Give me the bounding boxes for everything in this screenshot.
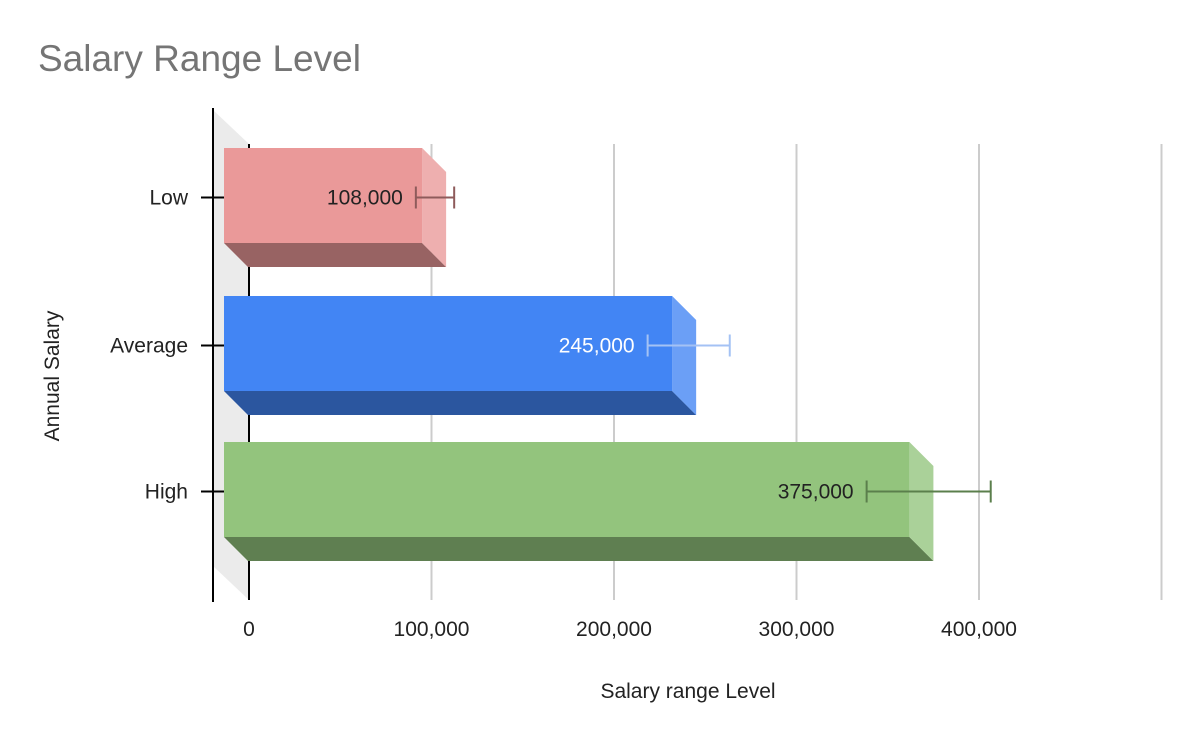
data-label: 375,000 bbox=[778, 481, 854, 504]
bar-bottom-face bbox=[224, 243, 447, 267]
bar-side-face bbox=[422, 148, 447, 267]
bar-high bbox=[224, 442, 934, 561]
bar-bottom-shade bbox=[224, 391, 697, 415]
category-label: High bbox=[145, 481, 188, 504]
x-axis-title: Salary range Level bbox=[600, 680, 775, 703]
x-tick-label: 200,000 bbox=[576, 618, 652, 641]
bar-average bbox=[224, 296, 697, 415]
x-tick-label: 300,000 bbox=[759, 618, 835, 641]
bars bbox=[224, 148, 934, 561]
bar-bottom-shade bbox=[224, 243, 447, 267]
bar-side-highlight bbox=[422, 148, 447, 267]
x-tick-label: 400,000 bbox=[941, 618, 1017, 641]
bar-front-face bbox=[224, 442, 910, 537]
labels: 0 100,000 200,000 300,000 400,000 Low 108,000 A… bbox=[110, 186, 1017, 641]
category-label: Average bbox=[110, 335, 188, 358]
bar-bottom-face bbox=[224, 391, 697, 415]
bar-bottom-shade bbox=[224, 537, 934, 561]
data-label: 245,000 bbox=[559, 335, 635, 358]
bar-low bbox=[224, 148, 447, 267]
bar-side-face bbox=[909, 442, 934, 561]
bar-side-highlight bbox=[909, 442, 934, 561]
x-tick-label: 100,000 bbox=[394, 618, 470, 641]
category-label: Low bbox=[149, 187, 188, 210]
bar-side-face bbox=[672, 296, 697, 415]
bar-side-highlight bbox=[672, 296, 697, 415]
bar-bottom-face bbox=[224, 537, 934, 561]
bar-front-face bbox=[224, 296, 673, 391]
x-tick-label: 0 bbox=[243, 618, 255, 641]
data-label: 108,000 bbox=[327, 187, 403, 210]
chart-title: Salary Range Level bbox=[38, 38, 361, 79]
y-axis-title: Annual Salary bbox=[41, 310, 64, 441]
bar-front-face bbox=[224, 148, 423, 243]
